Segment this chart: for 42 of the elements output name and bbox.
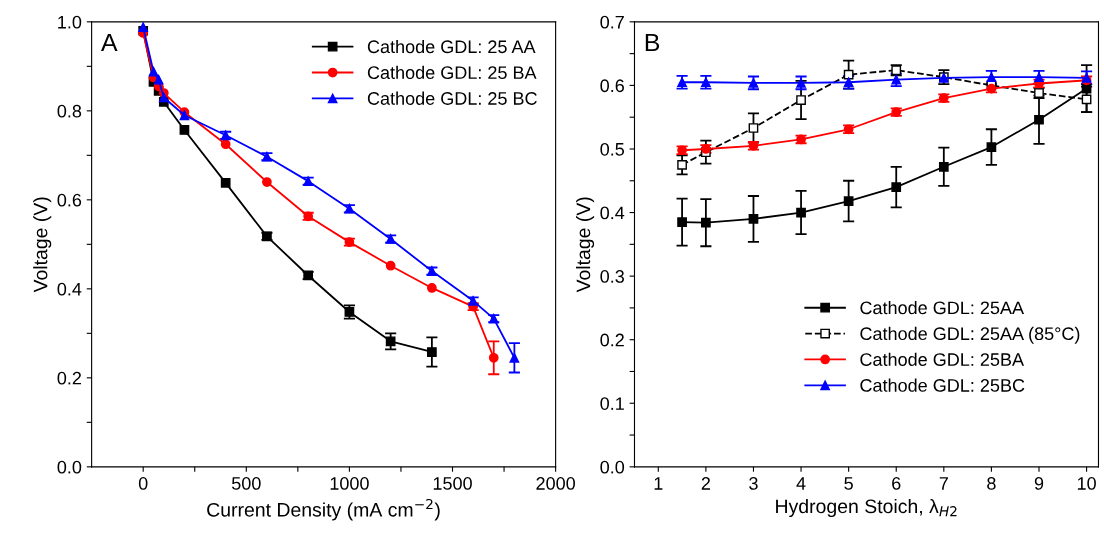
- y-tick-label: 0.6: [600, 79, 624, 93]
- y-axis-title: Voltage (V): [33, 197, 52, 293]
- legend-label: Cathode GDL: 25BC: [860, 378, 1025, 392]
- x-tick-label: 1500: [433, 477, 472, 490]
- x-tick-label: 5: [844, 477, 853, 490]
- x-tick-label: 7: [939, 477, 948, 490]
- y-tick-label: 0.4: [57, 282, 82, 296]
- x-tick-label: 8: [987, 477, 996, 490]
- y-tick-label: 0.8: [57, 104, 82, 118]
- y-tick-label: 0.7: [600, 15, 624, 29]
- annotation: B: [645, 33, 660, 52]
- y-axis-title: Voltage (V): [575, 197, 595, 293]
- legend-label: Cathode GDL: 25BA: [860, 352, 1025, 366]
- x-axis-title: Current Density (mA cm$^{−2}$): [207, 498, 440, 521]
- y-tick-label: 0.3: [600, 270, 624, 283]
- legend-label: Cathode GDL: 25AA (85°C): [860, 326, 1080, 344]
- y-tick-label: 0.0: [57, 460, 82, 474]
- x-tick-label: 4: [796, 477, 806, 490]
- y-tick-label: 0.6: [57, 193, 82, 207]
- x-tick-label: 0: [138, 477, 148, 490]
- x-tick-label: 3: [749, 477, 758, 490]
- x-tick-label: 6: [892, 477, 901, 490]
- x-tick-label: 2000: [536, 477, 575, 490]
- x-tick-label: 1: [654, 477, 663, 490]
- x-axis-title: Hydrogen Stoich, λ$_{H2}$: [776, 498, 957, 518]
- x-tick-label: 9: [1034, 477, 1044, 490]
- y-tick-label: 1.0: [58, 15, 82, 29]
- y-tick-label: 0.5: [600, 142, 625, 156]
- y-tick-label: 0.2: [600, 333, 624, 347]
- y-tick-label: 0.4: [600, 206, 625, 220]
- legend-label: Cathode GDL: 25AA: [860, 300, 1025, 315]
- annotation: A: [100, 33, 118, 52]
- x-tick-label: 2: [701, 477, 710, 490]
- x-tick-label: 1000: [330, 477, 369, 490]
- legend-label: Cathode GDL: 25 BA: [367, 65, 537, 80]
- y-tick-label: 0.0: [600, 460, 625, 474]
- y-tick-label: 0.2: [57, 371, 82, 385]
- x-tick-label: 500: [231, 477, 261, 490]
- legend-label: Cathode GDL: 25 AA: [367, 39, 536, 54]
- y-tick-label: 0.1: [600, 397, 624, 410]
- legend-label: Cathode GDL: 25 BC: [367, 91, 537, 105]
- x-tick-label: 10: [1077, 477, 1096, 490]
